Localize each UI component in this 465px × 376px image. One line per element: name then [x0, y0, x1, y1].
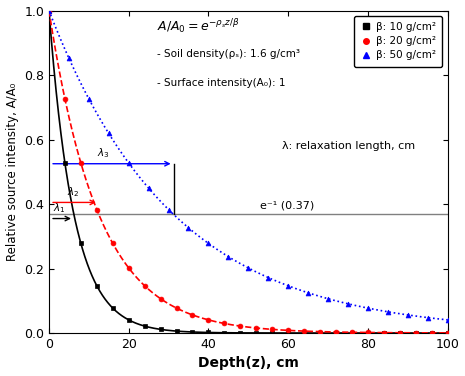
X-axis label: Depth(z), cm: Depth(z), cm — [198, 356, 299, 370]
Text: λ: relaxation length, cm: λ: relaxation length, cm — [282, 141, 415, 151]
Text: - Surface intensity(A₀): 1: - Surface intensity(A₀): 1 — [157, 78, 285, 88]
Text: $\lambda_1$: $\lambda_1$ — [53, 201, 66, 215]
Text: e⁻¹ (0.37): e⁻¹ (0.37) — [260, 200, 314, 211]
Legend: β: 10 g/cm², β: 20 g/cm², β: 50 g/cm²: β: 10 g/cm², β: 20 g/cm², β: 50 g/cm² — [354, 16, 442, 67]
Y-axis label: Relative source intensity, A/A₀: Relative source intensity, A/A₀ — [6, 83, 19, 261]
Text: - Soil density(ρₛ): 1.6 g/cm³: - Soil density(ρₛ): 1.6 g/cm³ — [157, 49, 299, 59]
Text: $\lambda_2$: $\lambda_2$ — [67, 185, 80, 199]
Text: $A/A_0 = e^{-\rho_s z/\beta}$: $A/A_0 = e^{-\rho_s z/\beta}$ — [157, 17, 239, 35]
Text: $\lambda_3$: $\lambda_3$ — [97, 146, 109, 160]
